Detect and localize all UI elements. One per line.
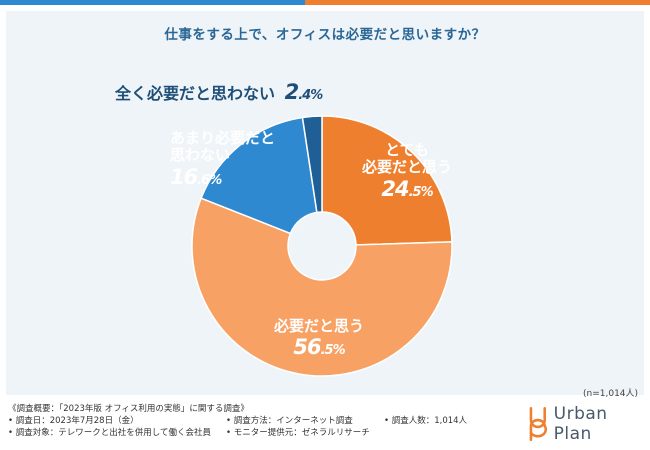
label-not-much-value: 16.6% <box>170 164 222 189</box>
footer-target: • 調査対象：テレワークと出社を併用して働く会社員 <box>8 428 211 438</box>
label-not-much-line2: 思わない <box>170 146 231 165</box>
sample-size: (n=1,014人) <box>583 389 639 399</box>
label-not-at-all-value: 2.4% <box>284 80 324 104</box>
label-very-necessary-line1: とても <box>385 141 429 159</box>
footer-count: • 調査人数：1,014人 <box>384 416 468 426</box>
label-not-much: あまり必要だと 思わない 16.6% <box>170 129 310 189</box>
label-necessary: 必要だと思う 56.5% <box>244 317 394 360</box>
footer-date: • 調査日：2023年7月28日（金） <box>8 416 139 426</box>
label-very-necessary: とても 必要だと思う 24.5% <box>348 141 466 201</box>
pie-slice-3 <box>200 116 318 235</box>
label-not-at-all: 全く必要だと思わない 2.4% <box>115 80 355 104</box>
top-accent-blue <box>0 0 305 5</box>
label-necessary-value: 56.5% <box>293 335 345 360</box>
urbanplan-logo-text: Urban Plan <box>553 404 608 444</box>
label-not-much-line1: あまり必要だと <box>170 129 276 147</box>
top-accent-bar <box>0 0 650 5</box>
label-very-necessary-value: 24.5% <box>381 176 433 201</box>
footer-provider: • モニター提供元：ゼネラルリサーチ <box>226 428 370 438</box>
footer-heading: 《調査概要：「2023年版 オフィス利用の実態」に関する調査》 <box>8 404 249 414</box>
label-necessary-line1: 必要だと思う <box>273 317 364 335</box>
urbanplan-logo-icon <box>529 406 548 442</box>
label-very-necessary-line2: 必要だと思う <box>361 158 452 177</box>
pie-slice-2 <box>191 197 453 377</box>
footer-method: • 調査方法：インターネット調査 <box>226 416 353 426</box>
pie-slice-4 <box>301 115 323 214</box>
label-not-at-all-text: 全く必要だと思わない <box>115 84 276 103</box>
urbanplan-logo: Urban Plan <box>528 404 650 444</box>
top-accent-orange <box>305 0 650 5</box>
chart-title: 仕事をする上で、オフィスは必要だと思いますか？ <box>164 27 486 43</box>
pie-slice-1 <box>321 115 453 246</box>
